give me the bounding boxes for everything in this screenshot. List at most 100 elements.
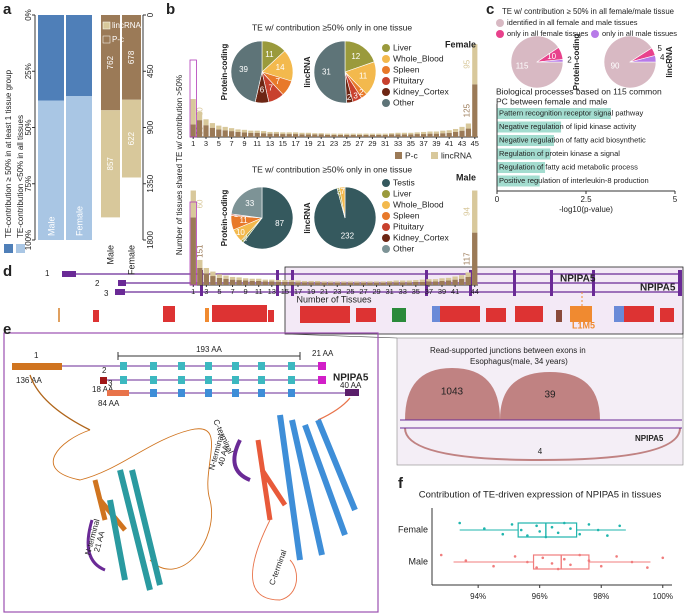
y-tick-label: 450	[146, 64, 155, 78]
legend-swatch	[382, 88, 390, 96]
pie-slice	[313, 40, 347, 104]
point	[587, 559, 591, 562]
bar-segment	[459, 126, 465, 131]
bar-segment	[439, 278, 445, 281]
bar-segment	[305, 134, 311, 137]
bar-segment	[236, 280, 242, 285]
bar-segment	[408, 132, 414, 135]
legend-label: TE-contribution <50% in all tissues	[16, 115, 25, 238]
legend-label: Spleen	[393, 210, 420, 220]
bar-segment	[321, 282, 327, 285]
bar-segment	[197, 259, 203, 268]
bar-label: Pattern recognition receptor signal path…	[499, 108, 644, 117]
exon	[62, 271, 76, 277]
bar-segment	[286, 134, 292, 137]
x-tick-label: 33	[394, 139, 402, 148]
bar-segment	[367, 282, 373, 285]
bar-label: Positive regulation of interleukin-8 pro…	[499, 176, 649, 185]
connector	[284, 333, 398, 339]
bar-segment	[427, 133, 433, 137]
legend-label: Testis	[393, 177, 415, 187]
gene-label: NPIPA5	[635, 434, 664, 443]
legend-swatch	[382, 55, 390, 63]
bar-segment	[223, 278, 229, 285]
bar-segment	[197, 111, 203, 121]
bar-segment	[242, 280, 249, 285]
x-tick-label: 2.5	[580, 195, 592, 204]
x-tick-label: 41	[445, 139, 453, 148]
x-tick-label: 33	[399, 287, 407, 296]
y-tick-label: 100%	[24, 230, 33, 250]
value-label: 125	[463, 103, 472, 117]
point	[578, 553, 581, 557]
pie-slice	[339, 186, 346, 219]
axis-title: Number of Tissues	[296, 294, 372, 304]
length-label: 84 AA	[98, 399, 120, 408]
bar-segment	[382, 134, 388, 137]
y-tick-label: 900	[146, 120, 155, 134]
pie-slice	[230, 186, 263, 219]
x-tick-label: 29	[372, 287, 380, 296]
legend-label: lincRNA	[441, 150, 472, 160]
x-tick-label: 44	[471, 287, 479, 296]
inset-title: Esophagus(male, 34 years)	[470, 357, 568, 366]
bar-segment	[190, 99, 196, 125]
x-tick-label: 15	[279, 139, 287, 148]
bar-segment	[472, 84, 478, 137]
bar-segment	[209, 123, 215, 128]
bar-segment	[241, 129, 247, 133]
x-tick-label: 94%	[470, 592, 486, 601]
x-tick-label: 31	[385, 287, 393, 296]
pie-label: 90	[611, 62, 620, 71]
gene-label: NPIPA5	[640, 283, 676, 294]
inset-title: Read-supported junctions between exons i…	[430, 346, 586, 355]
bar-segment	[66, 15, 92, 96]
bar-segment	[288, 281, 295, 285]
panel-label: d	[3, 263, 12, 280]
x-tick-label: 11	[255, 287, 263, 296]
x-tick-label: 5	[673, 195, 678, 204]
bar-segment	[445, 280, 452, 285]
bar-segment	[222, 130, 228, 137]
point	[606, 534, 609, 537]
junction-count: 4	[538, 447, 543, 456]
bar-segment	[312, 133, 318, 135]
bar-segment	[101, 110, 120, 218]
bar-segment	[66, 96, 92, 240]
bar-segment	[282, 280, 288, 282]
bar-segment	[408, 134, 414, 137]
point	[596, 528, 600, 532]
bar-segment	[440, 133, 446, 137]
legend-label: Liver	[393, 42, 412, 52]
bar-segment	[203, 125, 209, 137]
bar-segment	[419, 281, 426, 285]
point	[563, 521, 566, 525]
bar-segment	[373, 281, 380, 283]
legend-swatch	[591, 30, 599, 38]
bar-segment	[269, 281, 275, 285]
value-label: 622	[127, 131, 136, 145]
point	[492, 564, 495, 568]
bar-segment	[328, 281, 334, 283]
x-tick-label: 43	[458, 139, 466, 148]
pie-label: 12	[351, 52, 360, 61]
bar-segment	[190, 217, 196, 285]
bar-segment	[453, 131, 459, 137]
bar-segment	[308, 282, 314, 285]
legend-label: only in all male tissues	[602, 29, 677, 38]
point	[526, 560, 529, 564]
bar-segment	[262, 279, 268, 282]
point	[541, 556, 545, 560]
bar-segment	[406, 280, 412, 283]
point	[615, 555, 618, 558]
legend-label: identified in all female and male tissue…	[507, 18, 638, 27]
bar-segment	[395, 132, 401, 135]
bar-segment	[280, 134, 286, 137]
bar	[497, 162, 546, 173]
pie-label: 11	[265, 50, 274, 59]
x-tick-label: 35	[407, 139, 415, 148]
y-tick-label: 75%	[24, 176, 33, 192]
bar-segment	[393, 282, 399, 285]
x-tick-label: 31	[381, 139, 389, 148]
bar-segment	[433, 133, 439, 137]
